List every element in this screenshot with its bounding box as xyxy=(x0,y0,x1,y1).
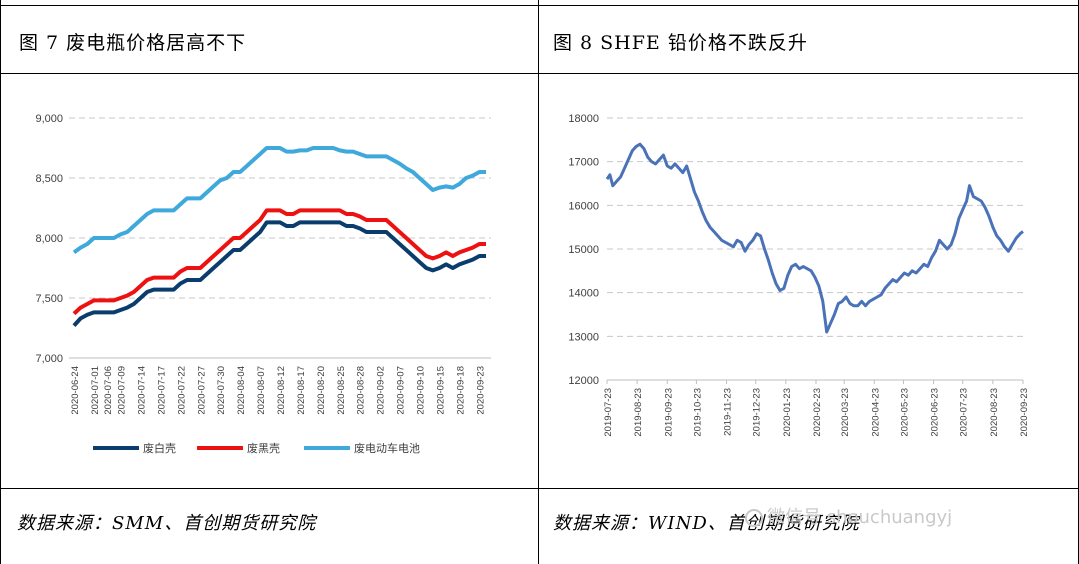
x-tick-label: 2019-12-23 xyxy=(752,388,763,437)
x-tick-label: 2020-08-28 xyxy=(356,366,367,415)
x-tick-label: 2020-09-23 xyxy=(1019,388,1030,437)
x-tick-label: 2020-01-23 xyxy=(782,388,793,437)
legend-label: 废电动车电池 xyxy=(354,441,420,455)
y-tick-label: 12000 xyxy=(568,375,599,387)
x-tick-label: 2019-09-23 xyxy=(663,388,674,437)
scrap-battery-price-chart: 7,000 7,500 8,000 8,500 9,000 2020-06-24 2020-… xyxy=(35,113,491,455)
right-figure-panel: 图 8 SHFE 铅价格不跌反升 12000 13000 14000 15000 160… xyxy=(539,0,1079,564)
series-line xyxy=(72,220,486,327)
x-tick-label: 2020-07-17 xyxy=(156,366,167,415)
top-rule xyxy=(1,5,538,6)
legend-label: 废白壳 xyxy=(143,441,176,455)
x-tick-label: 2020-05-23 xyxy=(899,388,910,437)
series-line xyxy=(605,142,1024,334)
figure-title: 图 7 废电瓶价格居高不下 xyxy=(19,32,247,54)
x-tick-label: 2020-06-23 xyxy=(930,388,941,437)
watermark-text: 微信号 shouchuangyj xyxy=(767,507,953,528)
x-tick-label: 2019-07-23 xyxy=(603,388,614,437)
y-tick-label: 8,000 xyxy=(35,233,63,245)
x-tick-label: 2020-03-23 xyxy=(840,388,851,437)
x-tick-label: 2020-09-15 xyxy=(435,366,446,415)
wechat-watermark: 微信号 shouchuangyj xyxy=(745,503,952,529)
x-tick-label: 2020-09-02 xyxy=(376,366,387,415)
title-rule xyxy=(1,73,538,74)
y-tick-label: 9,000 xyxy=(35,113,63,125)
data-source-note: 数据来源：SMM、首创期货研究院 xyxy=(17,513,317,534)
legend-label: 废黑壳 xyxy=(247,441,280,455)
x-tick-label: 2020-08-23 xyxy=(989,388,1000,437)
shfe-lead-price-chart: 12000 13000 14000 15000 16000 17000 18000 2019-… xyxy=(568,113,1030,437)
title-rule xyxy=(539,73,1078,74)
left-figure-panel: 图 7 废电瓶价格居高不下 7,000 7,500 8,000 8,500 9,000 2… xyxy=(0,0,539,564)
top-rule xyxy=(539,5,1078,6)
x-tick-label: 2020-07-30 xyxy=(216,366,227,415)
x-tick-label: 2020-07-09 xyxy=(117,366,128,415)
x-tick-label: 2020-09-07 xyxy=(396,366,407,415)
y-tick-label: 7,000 xyxy=(35,353,63,365)
y-tick-label: 8,500 xyxy=(35,173,63,185)
x-tick-label: 2020-02-23 xyxy=(812,388,823,437)
x-tick-label: 2020-06-24 xyxy=(70,366,81,415)
x-tick-label: 2020-07-23 xyxy=(959,388,970,437)
x-tick-label: 2019-10-23 xyxy=(692,388,703,437)
y-tick-label: 16000 xyxy=(568,200,599,212)
series-line xyxy=(72,208,486,316)
y-tick-label: 18000 xyxy=(568,113,599,125)
x-tick-label: 2020-07-22 xyxy=(176,366,187,415)
series-line xyxy=(72,146,486,255)
y-tick-label: 7,500 xyxy=(35,293,63,305)
x-tick-label: 2020-07-27 xyxy=(196,366,207,415)
figure-title: 图 8 SHFE 铅价格不跌反升 xyxy=(553,32,808,54)
data-source-note: 数据来源：WIND、首创期货研究院 xyxy=(553,513,860,534)
wechat-icon xyxy=(745,509,763,527)
x-tick-label: 2020-08-17 xyxy=(296,366,307,415)
x-tick-label: 2020-08-12 xyxy=(276,366,287,415)
source-rule xyxy=(539,488,1078,489)
y-tick-label: 14000 xyxy=(568,288,599,300)
x-tick-label: 2019-08-23 xyxy=(633,388,644,437)
x-tick-label: 2020-09-18 xyxy=(455,366,466,415)
source-rule xyxy=(1,488,538,489)
y-tick-label: 15000 xyxy=(568,244,599,256)
x-tick-label: 2020-09-23 xyxy=(475,366,486,415)
x-tick-label: 2020-08-25 xyxy=(336,366,347,415)
x-tick-label: 2020-09-10 xyxy=(416,366,427,415)
x-tick-label: 2020-07-01 xyxy=(90,366,101,415)
x-tick-label: 2019-11-23 xyxy=(723,388,734,436)
x-tick-label: 2020-07-06 xyxy=(103,366,114,415)
y-tick-label: 17000 xyxy=(568,157,599,169)
x-tick-label: 2020-07-14 xyxy=(136,366,147,415)
x-tick-label: 2020-08-20 xyxy=(316,366,327,415)
x-tick-label: 2020-08-07 xyxy=(256,366,267,415)
x-tick-label: 2020-08-04 xyxy=(236,366,247,415)
y-tick-label: 13000 xyxy=(568,331,599,343)
x-tick-label: 2020-04-23 xyxy=(870,388,881,437)
